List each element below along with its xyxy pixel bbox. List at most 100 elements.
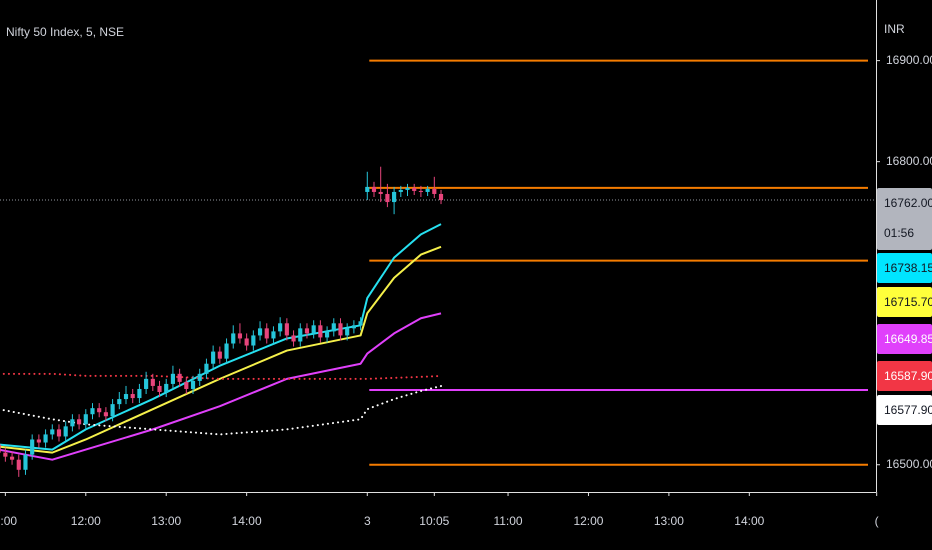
- price-tag: [877, 253, 932, 283]
- candle-body: [385, 193, 390, 203]
- countdown-label: 01:56: [884, 226, 914, 240]
- candle-body: [56, 429, 62, 437]
- x-tick-label: (: [875, 514, 879, 528]
- y-tick-label: 16500.00: [886, 457, 932, 471]
- candle-body: [23, 454, 28, 470]
- candle-body: [50, 429, 55, 435]
- candle-body: [90, 408, 95, 415]
- candle-body: [331, 323, 336, 332]
- currency-label: INR: [884, 22, 905, 36]
- indicator-line: [0, 385, 443, 436]
- candle-body: [190, 380, 196, 389]
- candle-body: [432, 188, 437, 194]
- candle-body: [271, 331, 276, 339]
- candle-body: [345, 328, 350, 336]
- candle-body: [217, 351, 222, 359]
- price-tag: [877, 395, 932, 425]
- candle-body: [298, 328, 303, 342]
- candle-body: [164, 383, 169, 392]
- y-tick-label: 16800.00: [886, 154, 932, 168]
- candle-body: [170, 373, 175, 384]
- candle-body: [398, 189, 403, 192]
- y-tick-label: 16900.00: [886, 53, 932, 67]
- candle-body: [264, 328, 269, 339]
- candle-body: [30, 439, 35, 455]
- candle-body: [3, 452, 8, 457]
- x-tick-label: 13:00: [654, 514, 684, 528]
- candle-body: [204, 363, 209, 374]
- plot-area: [0, 59, 876, 477]
- candle-body: [63, 426, 68, 437]
- candle-body: [77, 419, 82, 425]
- candle-body: [224, 343, 229, 359]
- candle-body: [358, 321, 363, 326]
- price-tag: [877, 361, 932, 391]
- candle-body: [211, 351, 216, 364]
- candle-body: [70, 419, 75, 427]
- x-tick-label: 10:05: [419, 514, 449, 528]
- candle-body: [371, 186, 377, 192]
- candle-body: [338, 323, 343, 336]
- x-tick-label: 1:00: [0, 514, 17, 528]
- candle-body: [197, 373, 202, 381]
- price-tag-label: 16762.00: [884, 196, 932, 210]
- candle-body: [318, 325, 323, 338]
- chart-title: Nifty 50 Index, 5, NSE: [6, 25, 124, 39]
- candle-body: [177, 373, 182, 382]
- x-tick-label: 3: [364, 514, 371, 528]
- candle-body: [123, 394, 129, 400]
- candle-body: [284, 323, 289, 336]
- candle-body: [438, 193, 444, 201]
- indicator-line: [0, 245, 442, 454]
- candle-body: [231, 333, 236, 344]
- price-tag-label: 16649.85: [884, 332, 932, 346]
- candle-body: [43, 434, 48, 443]
- price-tag: [877, 324, 932, 354]
- candle-body: [304, 328, 310, 334]
- candle-body: [16, 459, 21, 470]
- candle-body: [418, 190, 423, 192]
- candle-body: [412, 187, 417, 191]
- x-tick-label: 12:00: [573, 514, 603, 528]
- indicator-line: [0, 372, 443, 380]
- candle-body: [144, 378, 149, 389]
- candle-body: [257, 328, 263, 336]
- price-tag: [877, 287, 932, 317]
- candle-body: [425, 188, 430, 192]
- candle-body: [251, 335, 256, 346]
- candle-body: [244, 338, 249, 346]
- x-tick-label: 14:00: [734, 514, 764, 528]
- price-tag-label: 16587.90: [884, 369, 932, 383]
- candle-body: [392, 191, 397, 203]
- candle-body: [97, 408, 102, 413]
- price-tag-label: 16715.70: [884, 295, 932, 309]
- candle-body: [237, 333, 243, 339]
- candle-body: [278, 323, 283, 332]
- price-tag-label: 16577.90: [884, 403, 932, 417]
- candle-body: [137, 388, 142, 399]
- candle-body: [150, 378, 155, 386]
- candle-body: [405, 187, 410, 190]
- candle-body: [0, 444, 1, 453]
- candle-body: [9, 456, 15, 460]
- price-tag-label: 16738.15: [884, 261, 932, 275]
- candle-body: [36, 439, 41, 443]
- candle-body: [351, 325, 356, 329]
- x-tick-label: 12:00: [71, 514, 101, 528]
- candle-body: [378, 191, 383, 194]
- candle-body: [365, 186, 370, 192]
- candle-body: [130, 394, 135, 399]
- candle-body: [157, 385, 162, 392]
- candle-body: [184, 381, 189, 389]
- x-tick-label: 11:00: [493, 514, 522, 528]
- indicator-line: [0, 312, 442, 461]
- price-tag: [877, 188, 932, 250]
- candle-body: [324, 331, 330, 338]
- x-tick-label: 14:00: [232, 514, 262, 528]
- candle-body: [117, 399, 122, 405]
- x-tick-label: 13:00: [151, 514, 181, 528]
- candle-body: [110, 404, 115, 417]
- candle-body: [83, 414, 88, 425]
